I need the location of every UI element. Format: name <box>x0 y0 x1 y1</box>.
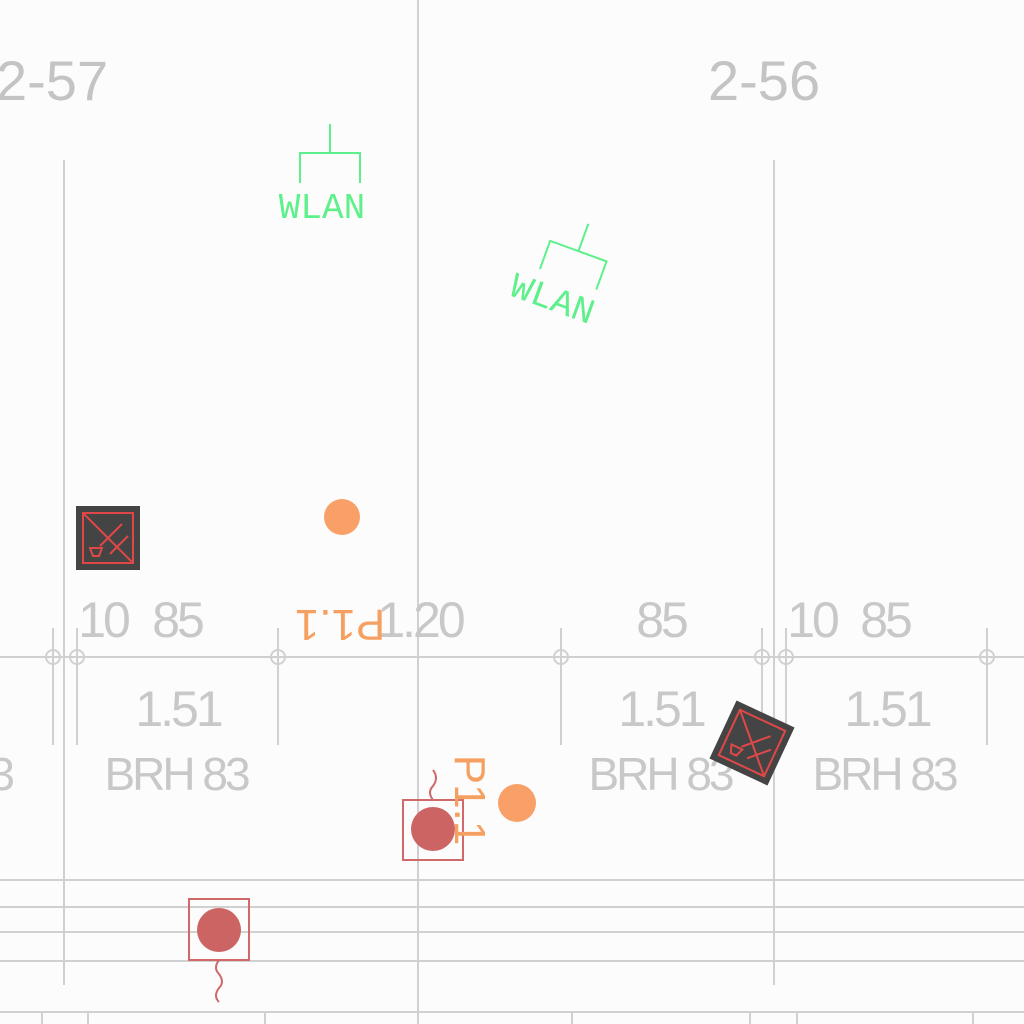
wlan-symbol: WLAN <box>279 124 365 229</box>
dimension-text: 85 <box>636 592 687 648</box>
sill-height-text: BRH 83 <box>812 748 956 800</box>
outlet <box>324 499 360 535</box>
sill-height-text: BRH 83 <box>104 748 248 800</box>
connection-box <box>188 898 250 1003</box>
dimension-text: 85 <box>152 592 203 648</box>
sill-height-text: BRH 83 <box>0 748 13 800</box>
outlet <box>498 784 536 822</box>
device-symbol <box>709 700 795 786</box>
width-text: 1.51 <box>844 681 931 737</box>
wlan-label: WLAN <box>279 188 365 229</box>
width-text: 1.51 <box>618 681 705 737</box>
room-number: 2-56 <box>708 49 820 112</box>
dimension-text: 1.20 <box>377 592 464 648</box>
dimension-text: 85 <box>860 592 911 648</box>
dimension-text: 10 <box>78 592 129 648</box>
point-label: P1.1 <box>295 600 386 649</box>
room-number: 2-57 <box>0 49 108 112</box>
dimension-text: 10 <box>787 592 838 648</box>
point-label: P1.1 <box>445 755 494 846</box>
width-text: 1.51 <box>135 681 222 737</box>
device-symbol <box>76 506 140 570</box>
connection-box <box>402 769 464 861</box>
